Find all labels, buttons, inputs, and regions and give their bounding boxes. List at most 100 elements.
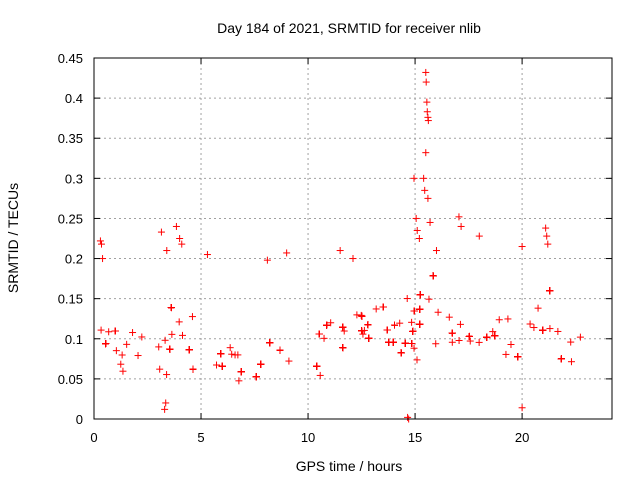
data-point [156,365,164,373]
axis-ticks [93,57,612,420]
data-point [567,338,575,346]
data-point [168,330,176,338]
data-point [401,339,409,347]
data-point [495,316,503,324]
data-point [507,341,515,349]
data-point [313,362,321,370]
data-point [138,333,146,341]
data-point [257,360,265,368]
data-point [353,311,361,319]
data-point [179,331,187,339]
data-point [266,339,274,347]
data-point [445,313,453,321]
data-point [518,404,526,412]
data-point [383,326,391,334]
data-point [408,318,416,326]
data-point [504,315,512,323]
data-point [237,368,245,376]
y-tick-label: 0.3 [65,171,83,186]
data-point [336,247,344,255]
data-point [455,213,463,221]
data-point [518,243,526,251]
data-point [161,336,169,344]
data-point [410,344,418,352]
x-tick-label: 20 [515,430,529,445]
chart-title: Day 184 of 2021, SRMTID for receiver nli… [217,20,481,36]
data-point [189,365,197,373]
data-point [432,247,440,255]
data-point [97,240,105,248]
data-point [235,377,243,385]
data-point [391,321,399,329]
data-point [364,321,372,329]
x-axis-label: GPS time / hours [296,458,403,474]
data-point [416,291,424,299]
data-point [526,320,534,328]
data-point [161,405,169,413]
data-point [557,355,565,363]
data-point [465,332,473,340]
data-point [397,349,405,357]
data-point [316,371,324,379]
data-point [448,329,456,337]
data-point [105,328,113,336]
y-tick-labels: 0 0.05 0.1 0.15 0.2 0.25 0.3 0.35 0.4 0.45 [58,51,83,427]
data-point [162,399,170,407]
data-point [163,247,171,255]
data-point [483,333,491,341]
data-point [217,350,225,358]
data-point [448,338,456,346]
data-point [175,318,183,326]
data-point [134,352,142,360]
data-point [166,345,174,353]
data-point [424,117,432,125]
data-point [410,307,418,315]
data-point [426,218,434,226]
data-point [576,333,584,341]
y-tick-label: 0 [76,412,83,427]
data-point [102,340,110,348]
data-point [339,323,347,331]
data-point [117,360,125,368]
data-point [365,334,373,342]
data-point [466,337,474,345]
x-tick-label: 5 [197,430,204,445]
data-point [359,330,367,338]
y-tick-label: 0.35 [58,131,83,146]
data-point [422,78,430,86]
data-point [96,237,104,245]
data-point [539,326,547,334]
data-point [357,311,365,319]
y-tick-label: 0.15 [58,292,83,307]
data-point [546,287,554,295]
data-point [263,256,271,264]
data-point [185,346,193,354]
data-point [422,149,430,157]
data-point [323,321,331,329]
data-point [213,361,221,369]
data-point [396,319,404,327]
data-point [543,232,551,240]
data-point [413,226,421,234]
data-point [97,326,105,334]
data-point [176,235,184,242]
x-tick-label: 10 [301,430,315,445]
y-tick-label: 0.1 [65,332,83,347]
data-point [118,351,126,359]
data-point [339,344,347,352]
data-point [218,362,226,370]
data-point [456,320,464,328]
x-tick-label: 15 [408,430,422,445]
data-point [421,186,429,194]
data-point [327,319,335,327]
data-point [409,327,417,335]
grid-lines [94,58,612,419]
data-point [167,304,175,312]
data-points [96,68,584,423]
data-point [423,98,431,106]
data-point [530,324,538,332]
data-point [276,346,284,354]
data-point [403,295,411,303]
y-axis-label: SRMTID / TECUs [5,183,21,293]
data-point [379,303,387,311]
